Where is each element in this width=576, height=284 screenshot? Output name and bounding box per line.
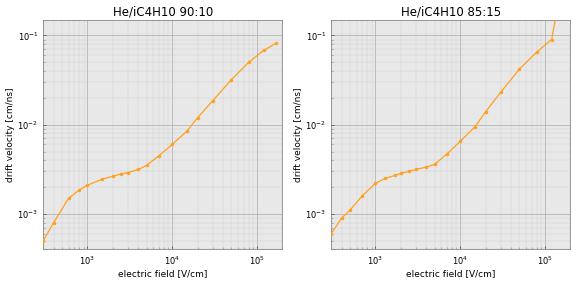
- Y-axis label: drift velocity [cm/ns]: drift velocity [cm/ns]: [6, 87, 14, 182]
- X-axis label: electric field [V/cm]: electric field [V/cm]: [118, 270, 207, 278]
- Y-axis label: drift velocity [cm/ns]: drift velocity [cm/ns]: [294, 87, 302, 182]
- X-axis label: electric field [V/cm]: electric field [V/cm]: [406, 270, 495, 278]
- Title: He/iC4H10 85:15: He/iC4H10 85:15: [401, 6, 501, 18]
- Title: He/iC4H10 90:10: He/iC4H10 90:10: [113, 6, 213, 18]
